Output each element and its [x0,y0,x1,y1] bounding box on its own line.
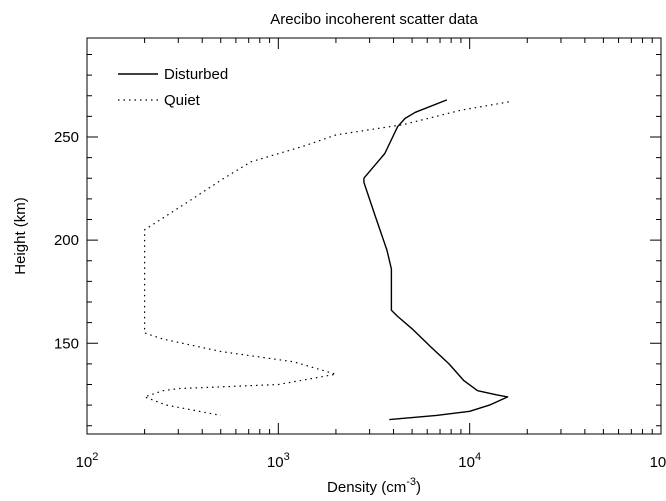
chart-title: Arecibo incoherent scatter data [270,11,478,28]
x-tick-label: 103 [267,451,290,471]
y-tick-label: 150 [54,335,79,352]
legend-label-disturbed: Disturbed [164,66,228,83]
series-line-quiet [144,101,509,416]
plot-frame [86,37,662,435]
x-tick-label: 104 [458,451,481,471]
axis-ticks: 102 103 104 105 150 200 250 [54,38,666,471]
legend-label-quiet: Quiet [164,92,201,109]
legend: Disturbed Quiet [118,66,228,109]
y-axis-label: Height (km) [12,197,29,275]
series-layer [144,99,509,421]
y-tick-label: 200 [54,232,79,249]
y-tick-label: 250 [54,129,79,146]
x-tick-label: 105 [650,451,666,471]
x-tick-label: 102 [76,451,99,471]
series-line-disturbed [363,99,509,421]
x-axis-label: Density (cm-3) [327,476,421,496]
